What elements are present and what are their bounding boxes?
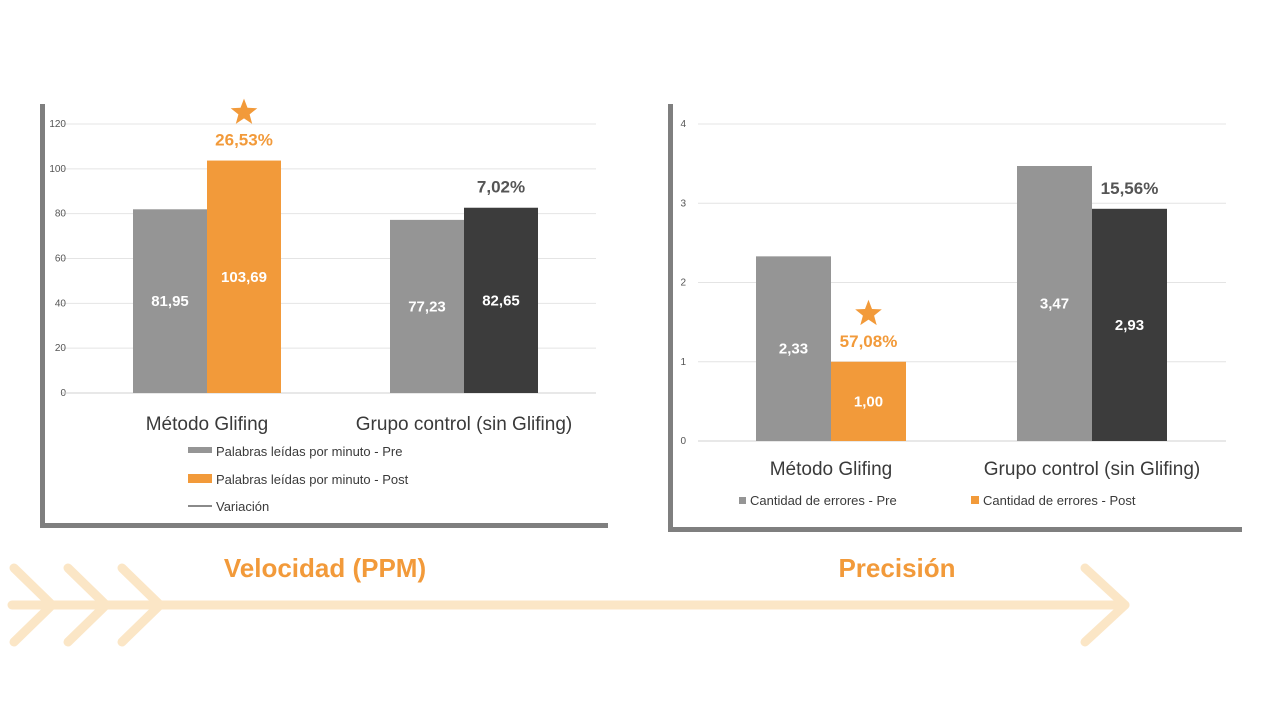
y-tick-label: 0 xyxy=(680,436,686,447)
variation-label: 57,08% xyxy=(840,332,898,351)
data-label: 82,65 xyxy=(482,292,520,309)
legend-label-post: Palabras leídas por minuto - Post xyxy=(216,472,409,487)
legend-label-pre: Cantidad de errores - Pre xyxy=(750,493,897,508)
variation-label: 15,56% xyxy=(1101,179,1159,198)
timeline-chevron-3 xyxy=(117,563,165,647)
timeline-chevron-1 xyxy=(9,563,57,647)
bar-pre xyxy=(756,256,831,441)
legend-swatch-pre xyxy=(188,447,212,453)
timeline-arrow-decoration xyxy=(7,563,1130,647)
frame-left-border xyxy=(668,104,673,532)
legend-label-post: Cantidad de errores - Post xyxy=(983,493,1136,508)
data-label: 2,33 xyxy=(779,341,808,358)
data-label: 3,47 xyxy=(1040,296,1069,313)
chart-panel-precision: 0 1 2 3 4 2,33 1,00 57,08% Método Glifing 3,47 2,9… xyxy=(668,104,1242,532)
category-label: Grupo control (sin Glifing) xyxy=(984,459,1200,480)
data-label: 81,95 xyxy=(151,293,189,310)
frame-left-border xyxy=(40,104,45,528)
frame-bottom-border xyxy=(668,527,1242,532)
data-label: 2,93 xyxy=(1115,317,1144,334)
data-label: 77,23 xyxy=(408,298,446,315)
variation-label: 26,53% xyxy=(215,131,273,150)
bar-post xyxy=(1092,208,1167,441)
y-tick-label: 80 xyxy=(55,209,67,220)
category-label: Grupo control (sin Glifing) xyxy=(356,414,572,435)
frame-bottom-border xyxy=(40,523,608,528)
y-tick-label: 60 xyxy=(55,254,67,265)
y-tick-label: 1 xyxy=(680,357,686,368)
bar-pre xyxy=(1017,166,1092,441)
legend-swatch-pre xyxy=(739,497,746,504)
legend-swatch-post xyxy=(971,496,979,504)
category-label: Método Glifing xyxy=(770,459,893,480)
bar-pre xyxy=(133,209,207,393)
data-label: 1,00 xyxy=(854,393,883,410)
plot-area-precision: 0 1 2 3 4 2,33 1,00 57,08% Método Glifing 3,47 2,9… xyxy=(680,119,1226,480)
bar-pre xyxy=(390,219,464,393)
caption-precision: Precisión xyxy=(838,553,955,583)
star-icon xyxy=(230,98,258,124)
bar-post xyxy=(831,361,906,441)
bar-post xyxy=(207,160,281,393)
timeline-arrow-head xyxy=(1080,563,1130,647)
star-icon xyxy=(855,299,882,326)
y-tick-label: 2 xyxy=(680,278,686,289)
legend-precision: Cantidad de errores - Pre Cantidad de er… xyxy=(739,493,1136,508)
y-tick-label: 40 xyxy=(55,298,67,309)
legend-swatch-post xyxy=(188,474,212,483)
legend-velocidad: Palabras leídas por minuto - Pre Palabra… xyxy=(188,444,409,514)
caption-velocidad: Velocidad (PPM) xyxy=(224,553,426,583)
y-tick-label: 3 xyxy=(680,198,686,209)
timeline-chevron-2 xyxy=(63,563,111,647)
y-tick-label: 20 xyxy=(55,343,67,354)
y-tick-label: 120 xyxy=(49,119,66,130)
data-label: 103,69 xyxy=(221,269,267,286)
legend-label-pre: Palabras leídas por minuto - Pre xyxy=(216,444,402,459)
category-label: Método Glifing xyxy=(146,414,269,435)
y-tick-label: 100 xyxy=(49,164,66,175)
bar-post xyxy=(464,207,538,393)
legend-label-variation: Variación xyxy=(216,499,269,514)
y-tick-label: 4 xyxy=(680,119,686,130)
variation-label: 7,02% xyxy=(477,178,525,197)
